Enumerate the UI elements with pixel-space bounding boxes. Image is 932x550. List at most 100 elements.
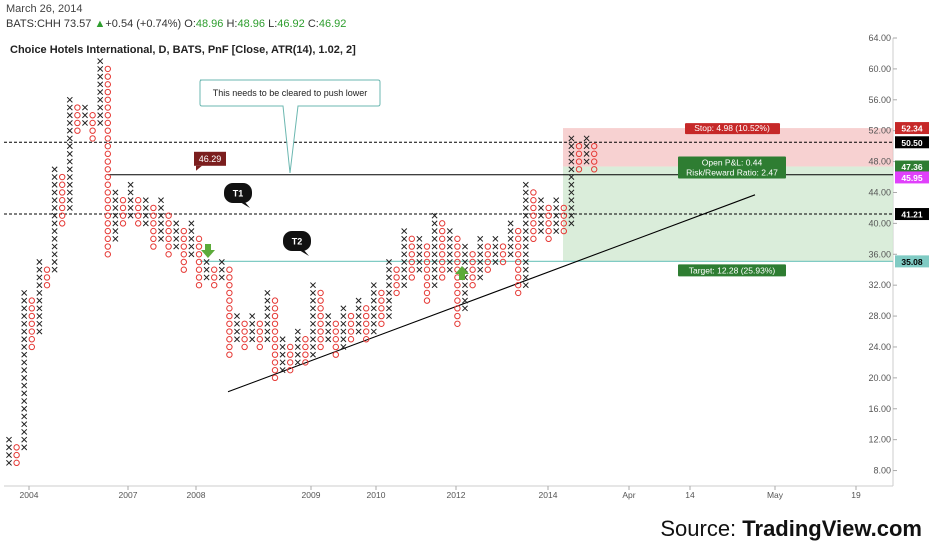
o-box	[211, 266, 218, 273]
o-box	[28, 305, 35, 312]
o-box	[104, 212, 112, 219]
price-tag: 41.21	[895, 208, 929, 221]
o-box	[393, 289, 400, 297]
x-box	[431, 274, 438, 281]
x-box	[522, 259, 529, 265]
x-column	[507, 220, 514, 258]
x-box	[568, 166, 575, 173]
x-box	[325, 320, 332, 327]
price-tag-text: 52.34	[901, 124, 923, 134]
x-box	[538, 228, 544, 235]
x-box	[340, 344, 347, 350]
x-column	[203, 259, 210, 281]
x-box	[446, 235, 453, 242]
x-box	[583, 150, 590, 157]
x-box	[21, 289, 28, 296]
o-box	[165, 243, 172, 250]
o-box	[515, 227, 522, 235]
rr-text: Risk/Reward Ratio: 2.47	[686, 168, 778, 178]
o-column	[302, 336, 309, 366]
o-box	[104, 173, 112, 181]
x-tick-label: 14	[685, 490, 695, 500]
y-tick-label: 16.00	[868, 404, 891, 414]
o-box	[302, 359, 309, 366]
x-box	[294, 336, 301, 343]
o-box	[135, 220, 142, 227]
x-box	[112, 197, 119, 204]
x-box	[97, 65, 104, 72]
x-tick-label: Apr	[622, 490, 635, 500]
o-box	[423, 251, 431, 258]
y-tick-label: 20.00	[868, 373, 891, 383]
o-box	[135, 212, 142, 219]
x-box	[431, 235, 438, 242]
x-box	[310, 313, 316, 320]
o-box	[515, 235, 522, 243]
o-box	[484, 243, 491, 250]
x-box	[188, 228, 195, 235]
o-box	[271, 343, 279, 351]
x-box	[370, 328, 377, 335]
o-box	[226, 320, 233, 327]
x-tick-label: 19	[851, 490, 861, 500]
o-box	[226, 312, 233, 320]
y-tick-label: 36.00	[868, 249, 891, 259]
o-box	[104, 227, 112, 235]
o-box	[226, 305, 233, 312]
x-box	[82, 112, 88, 119]
x-box	[36, 297, 43, 304]
o-box	[165, 235, 172, 243]
x-box	[401, 243, 408, 250]
symbol[interactable]: BATS:CHH	[6, 18, 61, 30]
o-box	[104, 243, 112, 250]
x-box	[234, 313, 240, 320]
target-label: Target: 12.28 (25.93%)	[678, 264, 786, 277]
o-box	[439, 251, 446, 258]
o-box	[347, 320, 355, 327]
x-box	[127, 204, 134, 211]
o-column	[560, 204, 567, 235]
o-box	[408, 243, 415, 250]
o-box	[454, 305, 461, 312]
o-box	[408, 235, 415, 243]
x-box	[568, 204, 575, 211]
price-tag: 45.95	[895, 171, 929, 184]
y-tick-label: 28.00	[868, 311, 891, 321]
o-box	[423, 274, 431, 281]
up-arrow-icon	[455, 266, 469, 280]
x-box	[21, 444, 28, 451]
x-column	[386, 259, 392, 320]
x-box	[66, 127, 73, 134]
open-value: 48.96	[195, 18, 224, 30]
x-column	[142, 197, 149, 227]
o-box	[378, 289, 385, 297]
o-box	[271, 328, 279, 335]
low-value: 46.92	[277, 18, 305, 30]
o-box	[241, 343, 248, 351]
o-column	[469, 251, 476, 289]
x-box	[492, 259, 499, 265]
o-box	[560, 220, 567, 227]
x-box	[6, 436, 12, 443]
x-box	[21, 405, 28, 412]
o-box	[28, 320, 35, 327]
o-box	[363, 312, 370, 320]
resistance-tag-bg	[194, 151, 226, 166]
x-box	[51, 174, 58, 180]
marker-t2: T2	[283, 231, 311, 256]
o-box	[545, 235, 552, 243]
o-column	[347, 312, 355, 343]
o-box	[469, 281, 476, 289]
x-box	[477, 235, 484, 242]
o-box	[271, 366, 279, 374]
x-box	[51, 166, 58, 173]
x-box	[66, 120, 73, 126]
o-box	[104, 181, 112, 188]
o-box	[180, 251, 188, 258]
x-column	[310, 282, 316, 358]
x-box	[97, 104, 104, 111]
x-box	[6, 452, 12, 459]
x-box	[66, 174, 73, 180]
target-label-bg	[678, 264, 786, 277]
